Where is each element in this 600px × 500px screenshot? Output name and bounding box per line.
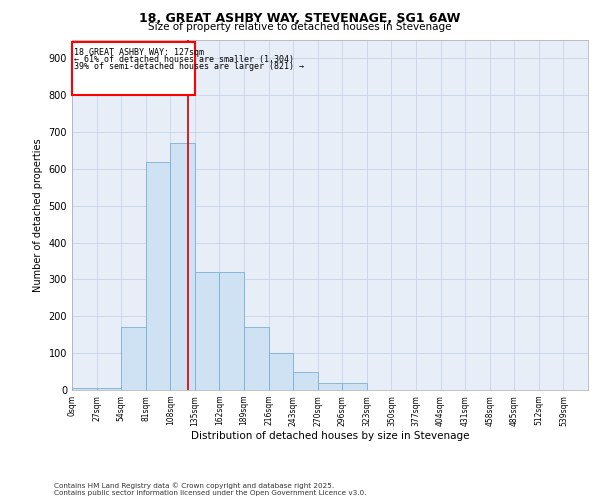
Bar bbox=[97, 388, 121, 390]
Bar bbox=[72, 388, 97, 390]
Bar bbox=[146, 162, 170, 390]
X-axis label: Distribution of detached houses by size in Stevenage: Distribution of detached houses by size … bbox=[191, 432, 469, 442]
Text: 18 GREAT ASHBY WAY: 127sqm: 18 GREAT ASHBY WAY: 127sqm bbox=[74, 48, 204, 58]
Bar bbox=[269, 353, 293, 390]
Text: Contains HM Land Registry data © Crown copyright and database right 2025.: Contains HM Land Registry data © Crown c… bbox=[54, 482, 334, 489]
FancyBboxPatch shape bbox=[72, 42, 195, 96]
Bar bbox=[244, 328, 269, 390]
Text: Size of property relative to detached houses in Stevenage: Size of property relative to detached ho… bbox=[148, 22, 452, 32]
Bar bbox=[293, 372, 318, 390]
Bar bbox=[318, 382, 342, 390]
Text: ← 61% of detached houses are smaller (1,304): ← 61% of detached houses are smaller (1,… bbox=[74, 55, 294, 64]
Bar bbox=[195, 272, 220, 390]
Text: Contains public sector information licensed under the Open Government Licence v3: Contains public sector information licen… bbox=[54, 490, 367, 496]
Bar bbox=[342, 382, 367, 390]
Text: 39% of semi-detached houses are larger (821) →: 39% of semi-detached houses are larger (… bbox=[74, 62, 304, 70]
Text: 18, GREAT ASHBY WAY, STEVENAGE, SG1 6AW: 18, GREAT ASHBY WAY, STEVENAGE, SG1 6AW bbox=[139, 12, 461, 26]
Bar bbox=[220, 272, 244, 390]
Y-axis label: Number of detached properties: Number of detached properties bbox=[33, 138, 43, 292]
Bar bbox=[121, 328, 146, 390]
Bar bbox=[170, 143, 195, 390]
